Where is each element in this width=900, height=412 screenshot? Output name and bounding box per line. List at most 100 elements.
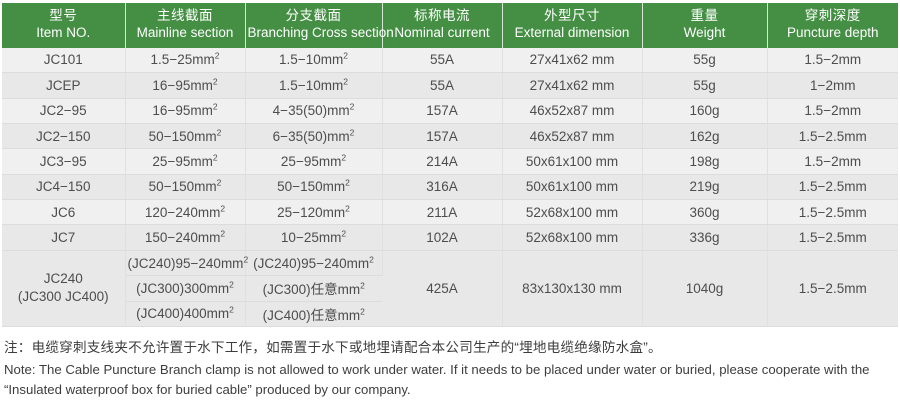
cell-mainline-section: 50−150mm2 — [125, 123, 246, 150]
cell-item-no: JC240 (JC300 JC400) — [2, 250, 126, 328]
table-row: JC101 1.5−25mm2 1.5−10mm2 55A 27x41x62 mm 55g… — [2, 47, 898, 74]
cell-branching-cross-section: 50−150mm2 — [245, 174, 383, 201]
cell-mainline-section: 120−240mm2 — [125, 199, 246, 226]
cell-external-dimension: 46x52x87 mm — [502, 98, 643, 124]
col-item-no: 型号 Item NO. — [2, 3, 126, 48]
cell-nominal-current: 316A — [382, 174, 503, 201]
notes-block: 注：电缆穿刺支线夹不允许置于水下工作，如需置于水下或地埋请配合本公司生产的“埋地… — [4, 338, 896, 399]
note-chinese: 注：电缆穿刺支线夹不允许置于水下工作，如需置于水下或地埋请配合本公司生产的“埋地… — [4, 340, 662, 356]
cell-mainline-section: 25−95mm2 — [125, 148, 246, 175]
cell-weight: 55g — [642, 72, 768, 99]
cell-branching-cross-section: (JC300)任意mm2 — [245, 275, 382, 302]
cell-mainline-section: 16−95mm2 — [125, 98, 246, 124]
table-row: JC4−150 50−150mm2 50−150mm2 316A 50x61x100 m… — [2, 174, 898, 201]
cell-nominal-current: 211A — [382, 199, 503, 226]
cell-puncture-depth: 1−2mm — [767, 72, 898, 99]
col-puncture-depth-en: Puncture depth — [786, 24, 879, 40]
col-nominal-current: 标称电流 Nominal current — [382, 3, 503, 48]
cell-puncture-depth: 1.5−2mm — [767, 47, 898, 74]
cell-branching-cross-section: 6−35(50)mm2 — [245, 123, 383, 150]
col-mainline-section-en: Mainline section — [136, 24, 234, 40]
table-header: 型号 Item NO. 主线截面 Mainline section 分支截面 B… — [2, 3, 898, 48]
table-row-group-jc240: (JC300)300mm2 (JC300)任意mm2 — [2, 275, 898, 302]
cell-item-no: JC4−150 — [2, 174, 126, 201]
cell-mainline-section: (JC400)400mm2 — [125, 301, 246, 328]
col-external-dimension-cn: 外型尺寸 — [544, 8, 600, 23]
cell-puncture-depth: 1.5−2.5mm — [767, 224, 898, 251]
col-nominal-current-cn: 标称电流 — [414, 8, 470, 23]
col-nominal-current-en: Nominal current — [394, 24, 490, 40]
cell-nominal-current: 55A — [382, 72, 503, 99]
header-row: 型号 Item NO. 主线截面 Mainline section 分支截面 B… — [2, 3, 898, 48]
table-row: JCEP 16−95mm2 1.5−10mm2 55A 27x41x62 mm 55g 1−… — [2, 72, 898, 99]
col-puncture-depth: 穿刺深度 Puncture depth — [767, 3, 898, 48]
col-puncture-depth-cn: 穿刺深度 — [804, 8, 861, 23]
col-mainline-section: 主线截面 Mainline section — [125, 3, 246, 48]
col-branching-cross-section-cn: 分支截面 — [285, 8, 342, 23]
cell-item-no: JC2−150 — [2, 123, 126, 150]
cell-external-dimension: 50x61x100 mm — [502, 148, 643, 175]
cell-external-dimension: 52x68x100 mm — [502, 224, 643, 251]
cell-mainline-section: 16−95mm2 — [125, 72, 246, 99]
cell-branching-cross-section: 10−25mm2 — [245, 224, 383, 251]
cell-weight: 1040g — [642, 250, 768, 328]
table-row: JC2−150 50−150mm2 6−35(50)mm2 157A 46x52x87 … — [2, 123, 898, 150]
cell-puncture-depth: 1.5−2.5mm — [767, 250, 898, 328]
table-row-group-jc240: JC240 (JC300 JC400) (JC240)95−240mm2 (JC240… — [2, 250, 898, 328]
cell-external-dimension: 27x41x62 mm — [502, 47, 643, 74]
table-row: JC3−95 25−95mm2 25−95mm2 214A 50x61x100 mm 19… — [2, 148, 898, 175]
cell-puncture-depth: 1.5−2.5mm — [767, 174, 898, 201]
cell-external-dimension: 50x61x100 mm — [502, 174, 643, 201]
cell-item-no: JC2−95 — [2, 98, 126, 124]
col-weight-cn: 重量 — [690, 8, 719, 23]
cell-nominal-current: 425A — [382, 250, 503, 328]
cell-mainline-section: 150−240mm2 — [125, 224, 246, 251]
cell-puncture-depth: 1.5−2mm — [767, 148, 898, 175]
specification-table: 型号 Item NO. 主线截面 Mainline section 分支截面 B… — [2, 3, 898, 328]
col-weight-en: Weight — [683, 24, 726, 40]
col-branching-cross-section-en: Branching Cross section — [247, 24, 394, 40]
cell-nominal-current: 102A — [382, 224, 503, 251]
cell-weight: 55g — [642, 47, 768, 74]
col-item-no-cn: 型号 — [49, 8, 78, 23]
cell-branching-cross-section: (JC400)任意mm2 — [245, 301, 382, 328]
cell-mainline-section: 50−150mm2 — [125, 174, 246, 201]
cell-nominal-current: 157A — [382, 123, 503, 150]
cell-weight: 160g — [642, 98, 768, 124]
table-row: JC2−95 16−95mm2 4−35(50)mm2 157A 46x52x87 mm… — [2, 98, 898, 124]
cell-branching-cross-section: 25−120mm2 — [245, 199, 383, 226]
table-row: JC6 120−240mm2 25−120mm2 211A 52x68x100 mm 36… — [2, 199, 898, 226]
cell-puncture-depth: 1.5−2.5mm — [767, 123, 898, 150]
cell-weight: 198g — [642, 148, 768, 175]
cell-external-dimension: 52x68x100 mm — [502, 199, 643, 226]
cell-puncture-depth: 1.5−2.5mm — [767, 199, 898, 226]
col-mainline-section-cn: 主线截面 — [157, 8, 213, 23]
cell-puncture-depth: 1.5−2mm — [767, 98, 898, 124]
cell-weight: 219g — [642, 174, 768, 201]
cell-branching-cross-section: 1.5−10mm2 — [245, 47, 383, 74]
col-external-dimension-en: External dimension — [514, 24, 630, 40]
col-branching-cross-section: 分支截面 Branching Cross section — [245, 3, 394, 48]
cell-nominal-current: 157A — [382, 98, 503, 124]
cell-nominal-current: 55A — [382, 47, 503, 74]
cell-external-dimension: 27x41x62 mm — [502, 72, 643, 99]
cell-item-no: JCEP — [2, 72, 126, 99]
cell-item-no: JC6 — [2, 199, 126, 226]
cell-mainline-section: 1.5−25mm2 — [125, 47, 246, 74]
cell-external-dimension: 46x52x87 mm — [502, 123, 643, 150]
cell-nominal-current: 214A — [382, 148, 503, 175]
cell-weight: 336g — [642, 224, 768, 251]
cell-item-no: JC3−95 — [2, 148, 126, 175]
cell-item-no-line1: JC240 — [43, 271, 83, 287]
col-item-no-en: Item NO. — [36, 24, 91, 40]
cell-item-no: JC7 — [2, 224, 126, 251]
cell-branching-cross-section: 4−35(50)mm2 — [245, 98, 383, 124]
cell-external-dimension: 83x130x130 mm — [502, 250, 643, 328]
cell-branching-cross-section: 25−95mm2 — [245, 148, 383, 175]
cell-weight: 360g — [642, 199, 768, 226]
cell-branching-cross-section: (JC240)95−240mm2 — [245, 250, 383, 277]
table-row-group-jc240: (JC400)400mm2 (JC400)任意mm2 — [2, 301, 898, 328]
cell-branching-cross-section: 1.5−10mm2 — [245, 72, 383, 99]
cell-mainline-section: (JC300)300mm2 — [125, 275, 246, 302]
